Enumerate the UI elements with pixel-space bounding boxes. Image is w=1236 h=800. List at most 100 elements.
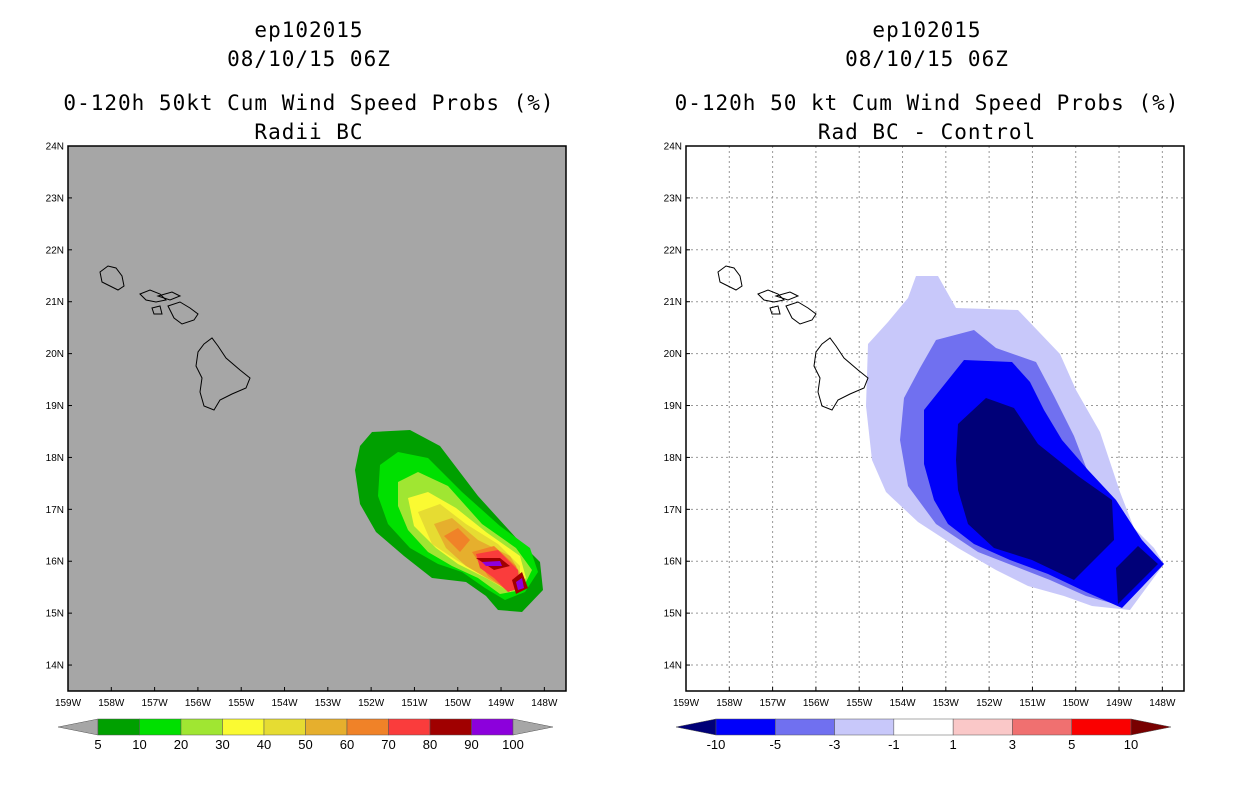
lon-tick-label: 153W [933,698,960,709]
colorbar-swatch [263,718,306,736]
colorbar-swatch [1012,718,1072,736]
right-map-frame [685,145,1185,692]
plot-title: 0-120h 50 kt Cum Wind Speed Probs (%) [674,91,1180,115]
colorbar-label: 5 [94,737,101,752]
lat-tick-label: 20N [664,349,682,360]
colorbar-label: 1 [950,737,957,752]
island-big-island [813,337,869,411]
lat-tick-label: 19N [664,401,682,412]
colorbar-swatch [305,718,348,736]
lat-axis: 24N 23N 22N 21N 20N 19N 18N 17N 16N 15N 14N [46,142,72,672]
island-molokai [156,291,182,301]
left-map: 24N 23N 22N 21N 20N 19N 18N 17N 16N 15N 14N 159W 15… [46,142,567,752]
lat-tick-label: 18N [46,453,64,464]
lon-tick-label: 156W [803,698,830,709]
colorbar-under-arrow [675,718,717,736]
lon-tick-label: 150W [445,698,472,709]
colorbar-swatch [893,718,954,736]
left-panel: ep102015 08/10/15 06Z 0-120h 50kt Cum Wi… [46,19,567,752]
colorbar-swatch [139,718,182,736]
colorbar-label: 80 [423,737,437,752]
colorbar-under-arrow [57,718,99,736]
colorbar-swatch [346,718,389,736]
island-kauai [717,265,743,291]
colorbar-label: 3 [1009,737,1016,752]
colorbar-label: 10 [1124,737,1138,752]
lon-tick-label: 157W [142,698,169,709]
colorbar-label: 90 [464,737,478,752]
colorbar-swatch [97,718,140,736]
lon-tick-label: 155W [228,698,255,709]
colorbar-swatch [180,718,223,736]
lat-tick-label: 16N [664,557,682,568]
forecast-datetime: 08/10/15 06Z [845,47,1009,71]
lat-tick-label: 19N [46,401,64,412]
right-panel: ep102015 08/10/15 06Z 0-120h 50 kt Cum W… [618,0,1236,800]
colorbar-label: -1 [888,737,900,752]
lon-tick-label: 151W [1019,698,1046,709]
colorbar-over-arrow [512,718,554,736]
colorbar-swatch [715,718,776,736]
colorbar-label: 10 [132,737,146,752]
colorbar-swatch [429,718,472,736]
contour-minus-10 [956,398,1158,604]
plot-subtitle: Rad BC - Control [817,120,1037,144]
probability-contours [355,430,543,612]
contour-90 [482,561,524,590]
contour-80 [476,558,528,594]
lat-tick-label: 15N [46,609,64,620]
lat-tick-label: 21N [664,297,682,308]
colorbar-swatch [952,718,1013,736]
lon-tick-label: 148W [1149,698,1176,709]
lon-tick-label: 152W [976,698,1003,709]
lat-tick-label: 23N [46,193,64,204]
lon-tick-label: 149W [1106,698,1133,709]
storm-id: ep102015 [872,18,982,42]
lat-tick-label: 15N [664,609,682,620]
lon-tick-label: 156W [185,698,212,709]
lat-tick-label: 18N [664,453,682,464]
colorbar-swatch [471,718,514,736]
lat-tick-label: 22N [46,245,64,256]
colorbar-label: 20 [174,737,188,752]
left-colorbar: 5 10 20 30 40 50 60 70 80 90 100 [57,718,554,752]
lon-axis: 159W 158W 157W 156W 155W 154W 153W 152W 151W 150W… [673,687,1176,709]
colorbar-label: -3 [829,737,841,752]
colorbar-label: 50 [298,737,312,752]
lat-tick-label: 17N [664,505,682,516]
lat-tick-label: 24N [46,142,64,153]
lat-tick-label: 20N [46,349,64,360]
lon-tick-label: 154W [889,698,916,709]
colorbar-label: 30 [215,737,229,752]
right-colorbar: -10 -5 -3 -1 1 3 5 10 [675,718,1172,752]
lon-tick-label: 159W [673,698,700,709]
lat-tick-label: 22N [664,245,682,256]
plot-title: 0-120h 50kt Cum Wind Speed Probs (%) [63,91,555,115]
lon-tick-label: 149W [488,698,515,709]
lon-tick-label: 154W [271,698,298,709]
colorbar-swatch [775,718,835,736]
lon-tick-label: 153W [315,698,342,709]
lat-tick-label: 14N [46,661,64,672]
colorbar-swatch [834,718,895,736]
island-molokai [774,291,800,301]
island-big-island [195,337,251,411]
lon-tick-label: 151W [401,698,428,709]
colorbar-label: -5 [770,737,782,752]
lon-tick-label: 152W [358,698,385,709]
left-map-background [68,146,566,691]
colorbar-label: 60 [340,737,354,752]
lon-tick-label: 159W [55,698,82,709]
forecast-datetime: 08/10/15 06Z [227,47,391,71]
lat-tick-label: 21N [46,297,64,308]
lon-tick-label: 158W [98,698,125,709]
hawaii-coastline [717,265,869,411]
island-oahu [139,289,168,303]
island-maui [785,301,817,325]
colorbar-label: 100 [502,737,524,752]
lat-tick-label: 16N [46,557,64,568]
island-lanai [769,305,781,315]
lat-tick-label: 17N [46,505,64,516]
plot-subtitle: Radii BC [254,120,364,144]
colorbar-over-arrow [1130,718,1172,736]
